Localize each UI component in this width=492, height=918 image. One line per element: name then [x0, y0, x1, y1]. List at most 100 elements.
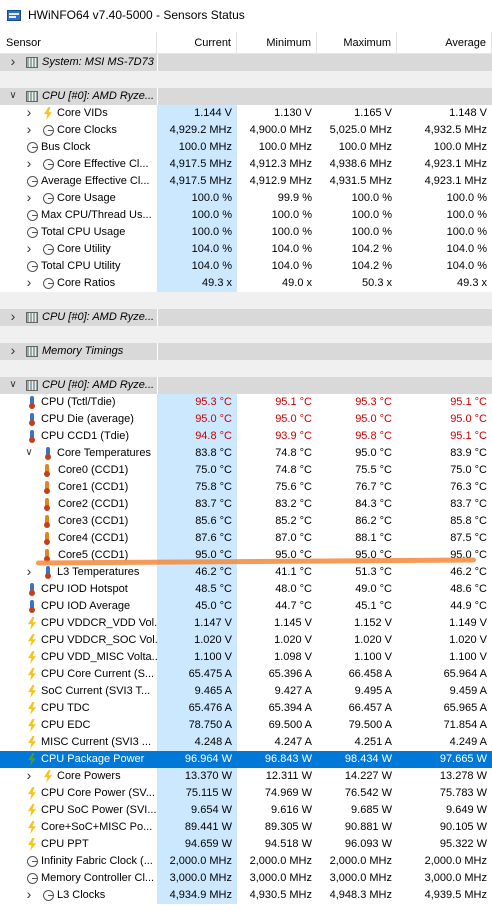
chevron-down-icon[interactable]: ∨: [25, 447, 33, 458]
sensor-row[interactable]: CPU Core Current (S... 65.475 A 65.396 A 66…: [0, 666, 492, 683]
header-minimum[interactable]: Minimum: [237, 32, 317, 54]
sensor-row[interactable]: CPU Core Power (SV... 75.115 W 74.969 W 76.…: [0, 785, 492, 802]
sensor-row[interactable]: CPU (Tctl/Tdie) 95.3 °C 95.1 °C 95.3 °C 95.1…: [0, 394, 492, 411]
sensor-name-cell[interactable]: CPU PPT: [0, 836, 157, 853]
sensor-row[interactable]: CPU PPT 94.659 W 94.518 W 96.093 W 95.322 W: [0, 836, 492, 853]
sensor-row[interactable]: CPU CCD1 (Tdie) 94.8 °C 93.9 °C 95.8 °C 95.1…: [0, 428, 492, 445]
sensor-group-row[interactable]: › Memory Timings: [0, 343, 492, 360]
sensor-name-cell[interactable]: CPU IOD Average: [0, 598, 157, 615]
chevron-right-icon[interactable]: ›: [26, 122, 32, 137]
chevron-right-icon[interactable]: ›: [10, 54, 16, 69]
sensor-name-cell[interactable]: Core2 (CCD1): [0, 496, 157, 513]
sensor-name-cell[interactable]: CPU EDC: [0, 717, 157, 734]
sensor-name-cell[interactable]: Core5 (CCD1): [0, 547, 157, 564]
sensor-name-cell[interactable]: Core1 (CCD1): [0, 479, 157, 496]
sensor-name-cell[interactable]: ∨ Core Temperatures: [0, 445, 157, 462]
title-bar[interactable]: HWiNFO64 v7.40-5000 - Sensors Status: [0, 0, 492, 30]
chevron-right-icon[interactable]: ›: [10, 309, 16, 324]
chevron-right-icon[interactable]: ›: [26, 275, 32, 290]
sensor-row[interactable]: › Core Clocks 4,929.2 MHz 4,900.0 MHz 5,025.…: [0, 122, 492, 139]
sensor-name-cell[interactable]: CPU Die (average): [0, 411, 157, 428]
sensor-group-row[interactable]: ∨ CPU [#0]: AMD Ryze...: [0, 377, 492, 394]
sensor-name-cell[interactable]: › L3 Temperatures: [0, 564, 157, 581]
sensor-name-cell[interactable]: SoC Current (SVI3 T...: [0, 683, 157, 700]
sensor-row[interactable]: › L3 Clocks 4,934.9 MHz 4,930.5 MHz 4,948.3 …: [0, 887, 492, 904]
sensor-name-cell[interactable]: MISC Current (SVI3 ...: [0, 734, 157, 751]
sensor-name-cell[interactable]: › System: MSI MS-7D73: [0, 54, 157, 71]
sensor-row[interactable]: Total CPU Utility 104.0 % 104.0 % 104.2 % 10…: [0, 258, 492, 275]
sensor-name-cell[interactable]: › Core Utility: [0, 241, 157, 258]
sensor-row[interactable]: › Core Ratios 49.3 x 49.0 x 50.3 x 49.3 x: [0, 275, 492, 292]
sensor-name-cell[interactable]: CPU CCD1 (Tdie): [0, 428, 157, 445]
sensor-name-cell[interactable]: CPU Core Current (S...: [0, 666, 157, 683]
sensor-name-cell[interactable]: Total CPU Usage: [0, 224, 157, 241]
sensor-row[interactable]: CPU IOD Hotspot 48.5 °C 48.0 °C 49.0 °C 48.6…: [0, 581, 492, 598]
sensor-row[interactable]: SoC Current (SVI3 T... 9.465 A 9.427 A 9.49…: [0, 683, 492, 700]
sensor-row[interactable]: › L3 Temperatures 46.2 °C 41.1 °C 51.3 °C 46.…: [0, 564, 492, 581]
sensor-name-cell[interactable]: CPU (Tctl/Tdie): [0, 394, 157, 411]
sensor-name-cell[interactable]: Average Effective Cl...: [0, 173, 157, 190]
sensor-row[interactable]: MISC Current (SVI3 ... 4.248 A 4.247 A 4.25…: [0, 734, 492, 751]
sensor-name-cell[interactable]: CPU Core Power (SV...: [0, 785, 157, 802]
sensor-name-cell[interactable]: › Core Clocks: [0, 122, 157, 139]
header-maximum[interactable]: Maximum: [317, 32, 397, 54]
header-average[interactable]: Average: [397, 32, 492, 54]
sensor-name-cell[interactable]: Core+SoC+MISC Po...: [0, 819, 157, 836]
sensor-name-cell[interactable]: Infinity Fabric Clock (...: [0, 853, 157, 870]
sensor-row[interactable]: Core0 (CCD1) 75.0 °C 74.8 °C 75.5 °C 75.0 °C: [0, 462, 492, 479]
chevron-right-icon[interactable]: ›: [26, 190, 32, 205]
sensor-name-cell[interactable]: CPU VDDCR_SOC Vol...: [0, 632, 157, 649]
sensor-row[interactable]: CPU VDD_MISC Volta... 1.100 V 1.098 V 1.100…: [0, 649, 492, 666]
chevron-right-icon[interactable]: ›: [26, 105, 32, 120]
sensor-name-cell[interactable]: ∨ CPU [#0]: AMD Ryze...: [0, 88, 157, 105]
sensor-name-cell[interactable]: › Core VIDs: [0, 105, 157, 122]
sensor-row[interactable]: ∨ Core Temperatures 83.8 °C 74.8 °C 95.0 °C 8…: [0, 445, 492, 462]
header-current[interactable]: Current: [157, 32, 237, 54]
sensor-name-cell[interactable]: ∨ CPU [#0]: AMD Ryze...: [0, 377, 157, 394]
chevron-right-icon[interactable]: ›: [10, 343, 16, 358]
header-sensor[interactable]: Sensor: [0, 32, 157, 54]
sensor-name-cell[interactable]: › Memory Timings: [0, 343, 157, 360]
sensor-row[interactable]: Memory Controller Cl... 3,000.0 MHz 3,000.…: [0, 870, 492, 887]
sensor-name-cell[interactable]: Core3 (CCD1): [0, 513, 157, 530]
sensor-row[interactable]: › Core Powers 13.370 W 12.311 W 14.227 W 13.2…: [0, 768, 492, 785]
sensor-list[interactable]: › System: MSI MS-7D73 ∨ CPU [#0]: AMD Ryze.…: [0, 54, 492, 904]
sensor-row[interactable]: CPU Package Power 96.964 W 96.843 W 98.434 …: [0, 751, 492, 768]
sensor-row[interactable]: CPU IOD Average 45.0 °C 44.7 °C 45.1 °C 44.9…: [0, 598, 492, 615]
sensor-name-cell[interactable]: CPU IOD Hotspot: [0, 581, 157, 598]
sensor-row[interactable]: CPU VDDCR_VDD Vol... 1.147 V 1.145 V 1.152 …: [0, 615, 492, 632]
sensor-row[interactable]: Core3 (CCD1) 85.6 °C 85.2 °C 86.2 °C 85.8 °C: [0, 513, 492, 530]
sensor-row[interactable]: CPU TDC 65.476 A 65.394 A 66.457 A 65.965 A: [0, 700, 492, 717]
sensor-row[interactable]: CPU Die (average) 95.0 °C 95.0 °C 95.0 °C 95…: [0, 411, 492, 428]
sensor-name-cell[interactable]: Core0 (CCD1): [0, 462, 157, 479]
sensor-name-cell[interactable]: › L3 Clocks: [0, 887, 157, 904]
sensor-row[interactable]: › Core Effective Cl... 4,917.5 MHz 4,912.3 …: [0, 156, 492, 173]
sensor-name-cell[interactable]: Core4 (CCD1): [0, 530, 157, 547]
sensor-group-row[interactable]: › System: MSI MS-7D73: [0, 54, 492, 71]
sensor-name-cell[interactable]: CPU Package Power: [0, 751, 157, 768]
sensor-name-cell[interactable]: Bus Clock: [0, 139, 157, 156]
chevron-right-icon[interactable]: ›: [26, 564, 32, 579]
sensor-row[interactable]: CPU VDDCR_SOC Vol... 1.020 V 1.020 V 1.020 …: [0, 632, 492, 649]
sensor-group-row[interactable]: › CPU [#0]: AMD Ryze...: [0, 309, 492, 326]
sensor-row[interactable]: › Core VIDs 1.144 V 1.130 V 1.165 V 1.148 V: [0, 105, 492, 122]
sensor-row[interactable]: Total CPU Usage 100.0 % 100.0 % 100.0 % 100.…: [0, 224, 492, 241]
sensor-name-cell[interactable]: › Core Powers: [0, 768, 157, 785]
sensor-name-cell[interactable]: › Core Ratios: [0, 275, 157, 292]
sensor-group-row[interactable]: ∨ CPU [#0]: AMD Ryze...: [0, 88, 492, 105]
sensor-name-cell[interactable]: CPU VDD_MISC Volta...: [0, 649, 157, 666]
sensor-name-cell[interactable]: Max CPU/Thread Us...: [0, 207, 157, 224]
chevron-down-icon[interactable]: ∨: [9, 90, 17, 101]
sensor-name-cell[interactable]: CPU SoC Power (SVI...: [0, 802, 157, 819]
sensor-row[interactable]: › Core Usage 100.0 % 99.9 % 100.0 % 100.0 %: [0, 190, 492, 207]
sensor-row[interactable]: Core1 (CCD1) 75.8 °C 75.6 °C 76.7 °C 76.3 °C: [0, 479, 492, 496]
sensor-row[interactable]: CPU EDC 78.750 A 69.500 A 79.500 A 71.854 A: [0, 717, 492, 734]
sensor-name-cell[interactable]: › CPU [#0]: AMD Ryze...: [0, 309, 157, 326]
sensor-row[interactable]: Core2 (CCD1) 83.7 °C 83.2 °C 84.3 °C 83.7 °C: [0, 496, 492, 513]
sensor-row[interactable]: Average Effective Cl... 4,917.5 MHz 4,912.…: [0, 173, 492, 190]
sensor-name-cell[interactable]: CPU TDC: [0, 700, 157, 717]
sensor-row[interactable]: Bus Clock 100.0 MHz 100.0 MHz 100.0 MHz 100.…: [0, 139, 492, 156]
sensor-row[interactable]: Max CPU/Thread Us... 100.0 % 100.0 % 100.0 …: [0, 207, 492, 224]
sensor-name-cell[interactable]: Total CPU Utility: [0, 258, 157, 275]
sensor-row[interactable]: Core4 (CCD1) 87.6 °C 87.0 °C 88.1 °C 87.5 °C: [0, 530, 492, 547]
